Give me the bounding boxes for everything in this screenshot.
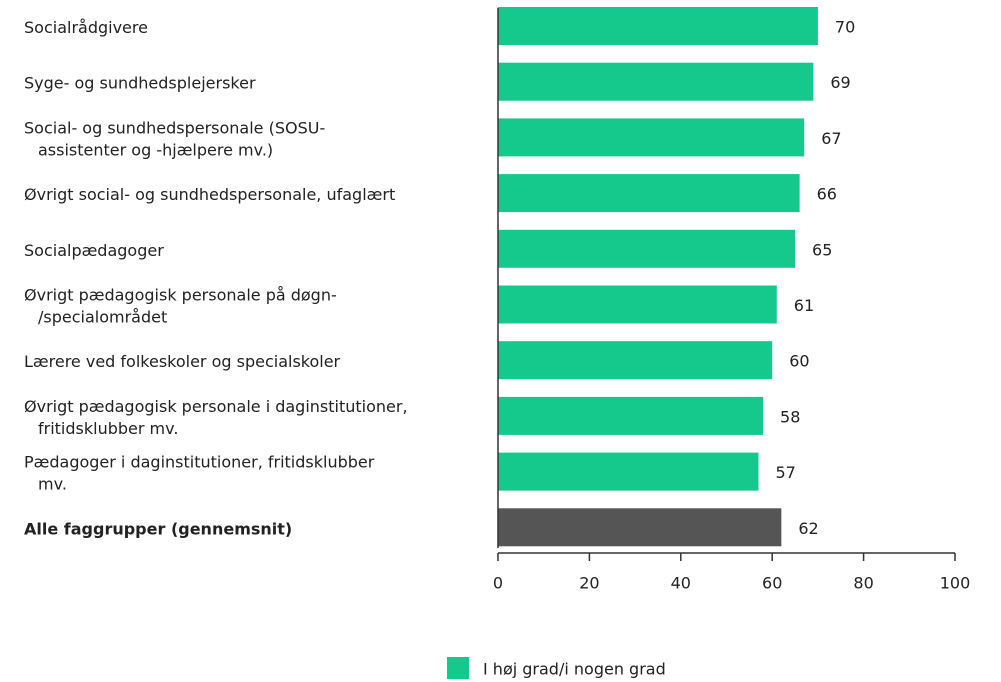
category-line: Lærere ved folkeskoler og specialskoler [24, 352, 341, 371]
x-tick-label: 60 [762, 574, 782, 593]
value-label: 66 [817, 185, 837, 204]
category-line: Syge- og sundhedsplejersker [24, 73, 256, 92]
category-line: Øvrigt pædagogisk personale på døgn- [24, 285, 337, 304]
category-label: Øvrigt pædagogisk personale i daginstitu… [24, 396, 408, 437]
x-tick-label: 80 [853, 574, 873, 593]
category-label: Socialrådgivere [24, 18, 148, 37]
value-label: 57 [775, 463, 795, 482]
category-line: fritidsklubber mv. [38, 418, 178, 437]
value-label: 70 [835, 18, 855, 37]
bar [498, 174, 800, 213]
category-line: assistenter og -hjælpere mv.) [38, 140, 273, 159]
category-label: Øvrigt pædagogisk personale på døgn- /spe… [24, 285, 337, 326]
bar [498, 285, 777, 324]
bar [498, 7, 818, 45]
value-label: 65 [812, 240, 832, 259]
legend-label: I høj grad/i nogen grad [483, 660, 666, 679]
category-label: Socialpædagoger [24, 240, 164, 259]
category-line: Øvrigt pædagogisk personale i daginstitu… [24, 396, 408, 415]
category-line: Social- og sundhedspersonale (SOSU- [24, 118, 325, 137]
category-line: Alle faggrupper (gennemsnit) [24, 519, 292, 538]
category-label: Øvrigt social- og sundhedspersonale, ufa… [24, 185, 395, 204]
bar [498, 508, 782, 547]
bar [498, 452, 759, 491]
category-line: /specialområdet [38, 307, 167, 326]
category-line: Socialrådgivere [24, 18, 148, 37]
category-label: Lærere ved folkeskoler og specialskoler [24, 352, 341, 371]
value-label: 69 [830, 73, 850, 92]
x-tick-label: 20 [579, 574, 599, 593]
category-line: Socialpædagoger [24, 240, 164, 259]
x-tick-label: 100 [940, 574, 971, 593]
bar [498, 396, 764, 435]
category-line: Øvrigt social- og sundhedspersonale, ufa… [24, 185, 395, 204]
value-label: 60 [789, 352, 809, 371]
category-line: Pædagoger i daginstitutioner, fritidsklu… [24, 452, 375, 471]
value-label: 61 [794, 296, 814, 315]
x-tick-label: 0 [493, 574, 503, 593]
category-label: Pædagoger i daginstitutioner, fritidsklu… [24, 452, 375, 493]
category-label: Syge- og sundhedsplejersker [24, 73, 256, 92]
category-line: mv. [38, 474, 67, 493]
bar [498, 118, 805, 157]
category-label: Alle faggrupper (gennemsnit) [24, 519, 292, 538]
bar [498, 341, 773, 380]
x-tick-label: 40 [671, 574, 691, 593]
legend-swatch [447, 657, 469, 679]
bar [498, 62, 814, 101]
category-label: Social- og sundhedspersonale (SOSU-assis… [24, 118, 325, 159]
value-label: 58 [780, 407, 800, 426]
value-label: 62 [798, 519, 818, 538]
value-label: 67 [821, 129, 841, 148]
bar [498, 229, 796, 268]
